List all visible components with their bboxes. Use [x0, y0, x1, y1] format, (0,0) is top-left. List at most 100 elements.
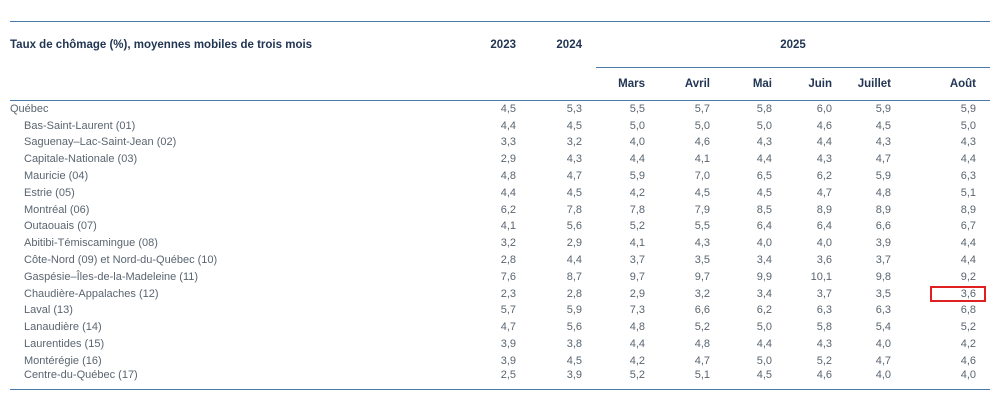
- table-row: Côte-Nord (09) et Nord-du-Québec (10) 2,8…: [10, 252, 990, 269]
- table-row: Capitale-Nationale (03) 2,9 4,3 4,4 4,1 4,4 4,…: [10, 151, 990, 168]
- value-cell: 8,5: [756, 203, 772, 216]
- value-cell: 6,2: [756, 304, 772, 317]
- value-cell: 4,7: [694, 354, 710, 367]
- value-cell: 4,0: [960, 369, 976, 382]
- value-cell: 6,5: [756, 170, 772, 183]
- value-cell: 5,9: [960, 103, 976, 116]
- column-header-2023: 2023: [490, 38, 516, 51]
- value-cell: 4,4: [960, 254, 976, 267]
- region-label: Chaudière-Appalaches (12): [24, 287, 159, 300]
- region-label: Gaspésie–Îles-de-la-Madeleine (11): [24, 270, 199, 283]
- value-cell: 6,4: [756, 220, 772, 233]
- value-cell: 9,2: [960, 270, 976, 283]
- value-cell: 4,3: [960, 136, 976, 149]
- region-label: Mauricie (04): [24, 170, 89, 183]
- value-cell: 3,8: [566, 338, 582, 351]
- column-header-avril: Avril: [659, 67, 724, 101]
- value-cell: 4,8: [875, 186, 891, 199]
- value-cell: 2,5: [500, 369, 516, 382]
- value-cell: 5,4: [875, 321, 891, 334]
- value-cell: 3,6: [816, 254, 832, 267]
- value-cell: 4,5: [566, 354, 582, 367]
- value-cell: 5,0: [960, 119, 976, 132]
- value-cell: 5,0: [756, 321, 772, 334]
- value-cell: 5,6: [566, 220, 582, 233]
- value-cell: 10,1: [810, 270, 832, 283]
- region-label: Montréal (06): [24, 203, 90, 216]
- value-cell: 4,5: [566, 186, 582, 199]
- table-row: Mauricie (04) 4,8 4,7 5,9 7,0 6,5 6,2 5,9 6,3: [10, 168, 990, 185]
- table-row: Centre-du-Québec (17) 2,5 3,9 5,2 5,1 4,5 4,6 4…: [10, 369, 990, 390]
- value-cell: 4,5: [756, 186, 772, 199]
- value-cell: 2,9: [629, 287, 645, 300]
- unemployment-table: Taux de chômage (%), moyennes mobiles de…: [10, 21, 990, 391]
- value-cell: 4,7: [875, 153, 891, 166]
- value-cell: 5,0: [694, 119, 710, 132]
- value-cell: 4,0: [756, 237, 772, 250]
- value-cell: 4,3: [694, 237, 710, 250]
- value-cell: 3,4: [756, 287, 772, 300]
- value-cell: 6,3: [875, 304, 891, 317]
- table-row: Montréal (06) 6,2 7,8 7,8 7,9 8,5 8,9 8,9 8,9: [10, 201, 990, 218]
- value-cell: 4,5: [566, 119, 582, 132]
- table-row: Outaouais (07) 4,1 5,6 5,2 5,5 6,4 6,4 6,6 6,7: [10, 218, 990, 235]
- value-cell: 2,9: [500, 153, 516, 166]
- value-cell: 4,6: [960, 354, 976, 367]
- value-cell: 5,9: [566, 304, 582, 317]
- region-label: Outaouais (07): [24, 220, 97, 233]
- column-header-mai: Mai: [724, 67, 786, 101]
- value-cell: 4,0: [629, 136, 645, 149]
- value-cell: 4,4: [500, 119, 516, 132]
- table-row: Chaudière-Appalaches (12) 2,3 2,8 2,9 3,2 3,4…: [10, 285, 990, 302]
- value-cell: 8,7: [566, 270, 582, 283]
- value-cell: 2,3: [500, 287, 516, 300]
- table-row: Abitibi-Témiscamingue (08) 3,2 2,9 4,1 4,3 4,…: [10, 235, 990, 252]
- value-cell: 6,0: [816, 103, 832, 116]
- years-header-row: Taux de chômage (%), moyennes mobiles de…: [10, 21, 990, 68]
- table-row: Laval (13) 5,7 5,9 7,3 6,6 6,2 6,3 6,3 6,8: [10, 302, 990, 319]
- value-cell: 7,6: [500, 270, 516, 283]
- value-cell: 5,1: [694, 369, 710, 382]
- value-cell: 3,2: [500, 237, 516, 250]
- value-cell: 4,4: [500, 186, 516, 199]
- value-cell: 5,7: [500, 304, 516, 317]
- region-label: Centre-du-Québec (17): [24, 369, 138, 382]
- region-label: Saguenay–Lac-Saint-Jean (02): [24, 136, 177, 149]
- value-cell: 4,1: [694, 153, 710, 166]
- value-cell: 4,6: [816, 369, 832, 382]
- region-label: Lanaudière (14): [24, 321, 102, 334]
- table-header: Taux de chômage (%), moyennes mobiles de…: [10, 21, 990, 101]
- region-label: Québec: [10, 103, 49, 116]
- value-cell: 5,2: [816, 354, 832, 367]
- value-cell: 4,6: [694, 136, 710, 149]
- value-cell: 3,4: [756, 254, 772, 267]
- value-cell: 5,7: [694, 103, 710, 116]
- value-cell: 9,7: [694, 270, 710, 283]
- value-cell: 4,1: [629, 237, 645, 250]
- column-group-2025: 2025: [596, 21, 990, 68]
- region-label: Capitale-Nationale (03): [24, 153, 138, 166]
- table-row: Laurentides (15) 3,9 3,8 4,4 4,8 4,4 4,3 4,0 4,2: [10, 336, 990, 353]
- value-cell: 4,3: [816, 153, 832, 166]
- value-cell: 3,3: [500, 136, 516, 149]
- column-header-2024: 2024: [556, 38, 582, 51]
- table-row: Bas-Saint-Laurent (01) 4,4 4,5 5,0 5,0 5,0 4,6…: [10, 117, 990, 134]
- value-cell: 5,9: [629, 170, 645, 183]
- value-cell: 8,9: [816, 203, 832, 216]
- value-cell: 4,7: [816, 186, 832, 199]
- value-cell: 4,4: [756, 338, 772, 351]
- value-cell: 4,8: [500, 170, 516, 183]
- value-cell: 9,8: [875, 270, 891, 283]
- region-label: Laurentides (15): [24, 338, 105, 351]
- value-cell: 4,4: [629, 153, 645, 166]
- table-row: Lanaudière (14) 4,7 5,6 4,8 5,2 5,0 5,8 5,4 5,2: [10, 319, 990, 336]
- value-cell: 4,3: [816, 338, 832, 351]
- value-cell: 4,4: [960, 153, 976, 166]
- highlight-box: [930, 285, 986, 302]
- value-cell: 4,7: [875, 354, 891, 367]
- value-cell: 5,2: [629, 369, 645, 382]
- months-header-row: Mars Avril Mai Juin Juillet Août: [10, 67, 990, 101]
- table-title: Taux de chômage (%), moyennes mobiles de…: [10, 38, 313, 51]
- value-cell: 4,2: [960, 338, 976, 351]
